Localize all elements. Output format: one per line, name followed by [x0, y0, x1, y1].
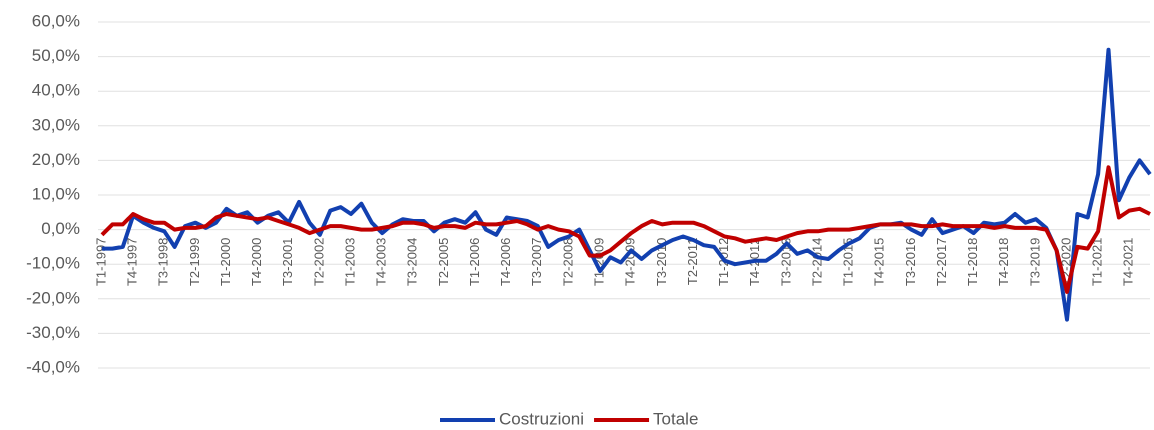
x-tick-label: T3-1998	[156, 238, 171, 286]
y-tick-label: 30,0%	[32, 115, 80, 134]
y-tick-label: -10,0%	[26, 254, 80, 273]
x-tick-label: T4-1997	[125, 238, 140, 286]
y-tick-label: -20,0%	[26, 288, 80, 307]
x-tick-label: T4-2018	[996, 238, 1011, 286]
x-tick-label: T1-2015	[841, 238, 856, 286]
y-tick-label: 20,0%	[32, 150, 80, 169]
x-tick-label: T4-2021	[1121, 238, 1136, 286]
y-tick-label: 60,0%	[32, 11, 80, 30]
x-tick-label: T3-2001	[280, 238, 295, 286]
legend-label: Costruzioni	[499, 409, 584, 428]
x-tick-label: T4-2009	[623, 238, 638, 286]
line-series	[100, 165, 1151, 294]
x-tick-label: T3-2004	[405, 238, 420, 286]
y-tick-label: 50,0%	[32, 46, 80, 65]
x-tick-label: T4-2000	[249, 238, 264, 286]
x-tick-label: T1-2000	[218, 238, 233, 286]
x-tick-label: T2-2005	[436, 238, 451, 286]
x-tick-label: T3-2019	[1027, 238, 1042, 286]
x-tick-label: T1-2009	[591, 238, 606, 286]
x-tick-label: T2-2008	[560, 238, 575, 286]
y-tick-label: 0,0%	[41, 219, 80, 238]
x-tick-label: T2-2017	[934, 238, 949, 286]
x-tick-label: T3-2016	[903, 238, 918, 286]
x-tick-label: T4-2015	[872, 238, 887, 286]
x-tick-label: T3-2007	[529, 238, 544, 286]
y-tick-label: -40,0%	[26, 357, 80, 376]
x-tick-label: T1-1997	[93, 238, 108, 286]
x-tick-label: T4-2006	[498, 238, 513, 286]
x-tick-label: T1-2021	[1090, 238, 1105, 286]
x-tick-label: T2-2011	[685, 238, 700, 285]
y-tick-label: 10,0%	[32, 184, 80, 203]
y-tick-label: 40,0%	[32, 81, 80, 100]
y-tick-label: -30,0%	[26, 323, 80, 342]
x-tick-label: T2-1999	[187, 238, 202, 286]
legend-label: Totale	[653, 409, 698, 428]
x-tick-label: T1-2018	[965, 238, 980, 286]
x-tick-label: T4-2003	[374, 238, 389, 286]
x-tick-label: T1-2006	[467, 238, 482, 286]
x-tick-label: T1-2003	[342, 238, 357, 286]
x-tick-label: T2-2014	[809, 238, 824, 286]
line-series	[102, 47, 1152, 322]
x-tick-label: T2-2002	[311, 238, 326, 286]
